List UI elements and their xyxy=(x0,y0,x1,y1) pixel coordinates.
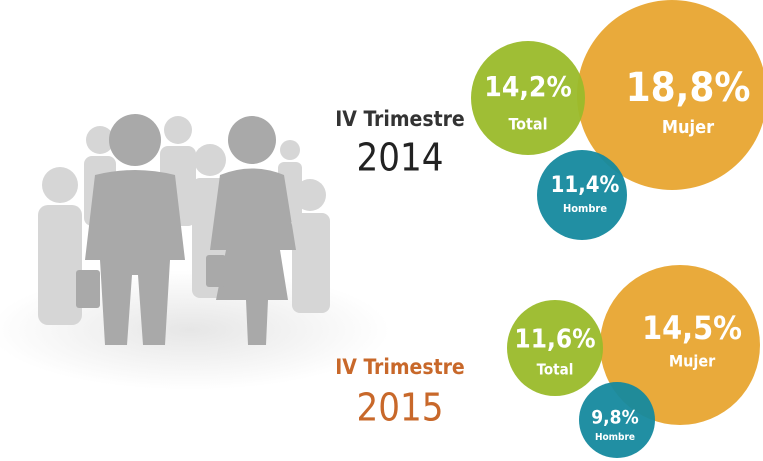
bubble-label: Total xyxy=(537,361,574,379)
period-year: 2014 xyxy=(357,136,444,180)
bubble-label: Hombre xyxy=(595,432,635,443)
bubble-total xyxy=(471,41,585,155)
bubble-label: Mujer xyxy=(662,117,714,138)
bubble-value: 14,2% xyxy=(484,70,571,103)
people-illustration xyxy=(0,114,390,390)
period-year: 2015 xyxy=(357,386,444,430)
bubble-value: 14,5% xyxy=(642,309,742,347)
bubble-label: Mujer xyxy=(669,352,716,371)
bubble-mujer xyxy=(600,265,760,425)
bubble-total xyxy=(507,300,603,396)
period-label: IV Trimestre xyxy=(335,107,465,131)
bubble-value: 18,8% xyxy=(626,65,751,111)
bubble-hombre xyxy=(537,150,627,240)
bubble-value: 11,4% xyxy=(551,173,620,198)
period-label: IV Trimestre xyxy=(335,355,465,379)
bubble-mujer xyxy=(577,0,763,190)
bubble-label: Hombre xyxy=(563,202,607,215)
bubble-value: 9,8% xyxy=(591,407,638,429)
bubble-hombre xyxy=(579,382,655,458)
bubble-label: Total xyxy=(508,115,547,134)
bubble-value: 11,6% xyxy=(514,325,595,355)
